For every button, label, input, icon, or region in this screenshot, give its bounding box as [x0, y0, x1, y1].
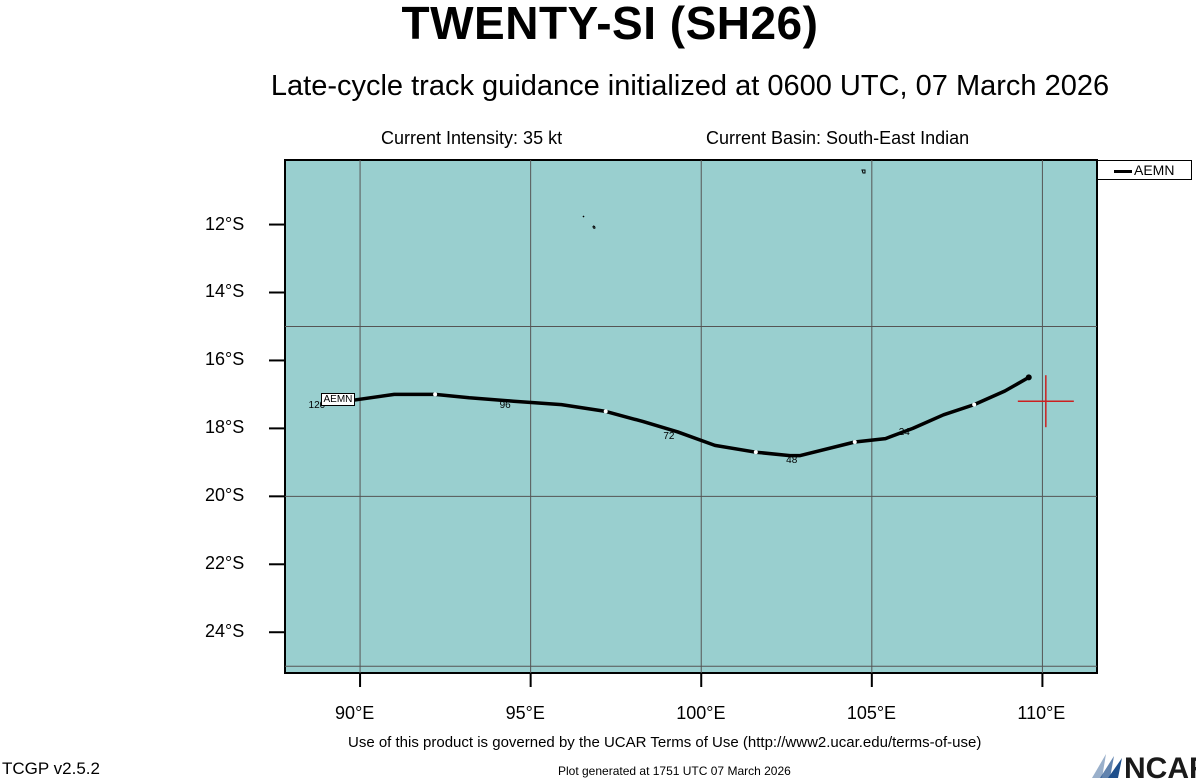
ncar-logo: NCAR	[1092, 752, 1196, 780]
lon-tick-label: 95°E	[505, 703, 545, 723]
islands	[582, 169, 866, 229]
lat-tick-label: 24°S	[205, 621, 245, 642]
track-point	[972, 402, 977, 407]
lon-tick-label: 105°E	[846, 703, 897, 723]
current-intensity: Current Intensity: 35 kt	[381, 128, 563, 148]
generated-timestamp: Plot generated at 1751 UTC 07 March 2026	[558, 764, 791, 778]
forecast-hour-label: 120	[308, 400, 326, 412]
page-title: TWENTY-SI (SH26)	[401, 0, 819, 49]
lon-tick-label: 90°E	[335, 703, 375, 723]
track-layer	[322, 374, 1032, 458]
track-point	[433, 392, 438, 397]
page-subtitle: Late-cycle track guidance initialized at…	[270, 70, 1110, 102]
legend-line-swatch	[1114, 170, 1132, 173]
track-start-point	[1025, 374, 1032, 381]
lon-tick-label: 110°E	[1017, 703, 1066, 723]
lat-tick-label: 22°S	[205, 553, 245, 574]
lon-tick-label: 100°E	[676, 703, 726, 723]
track-line-aemn	[322, 375, 1030, 458]
track-point	[852, 439, 857, 444]
lat-tick-label: 20°S	[205, 485, 245, 506]
forecast-hour-label: 72	[663, 430, 675, 442]
track-point	[603, 409, 608, 414]
current-basin: Current Basin: South-East Indian	[706, 128, 970, 148]
forecast-hour-label: 24	[898, 427, 910, 439]
lat-tick-label: 18°S	[205, 417, 245, 438]
lat-tick-label: 14°S	[205, 281, 245, 302]
forecast-hour-label: 96	[499, 400, 511, 412]
current-position-marker	[1017, 375, 1074, 428]
ncar-logo-text: NCAR	[1124, 752, 1196, 780]
track-model-tag: AEMN	[320, 393, 356, 407]
version-label: TCGP v2.5.2	[2, 759, 100, 778]
legend: AEMN	[1097, 160, 1192, 180]
track-point	[753, 450, 758, 455]
lat-tick-label: 16°S	[205, 349, 245, 370]
map-gridlines	[285, 160, 1097, 673]
map-ocean	[284, 159, 1098, 674]
axis-ticks	[269, 223, 1044, 687]
lat-tick-label: 12°S	[205, 213, 245, 234]
forecast-hour-label: 48	[786, 454, 798, 466]
terms-of-use: Use of this product is governed by the U…	[348, 734, 982, 751]
legend-label: AEMN	[1134, 162, 1175, 178]
